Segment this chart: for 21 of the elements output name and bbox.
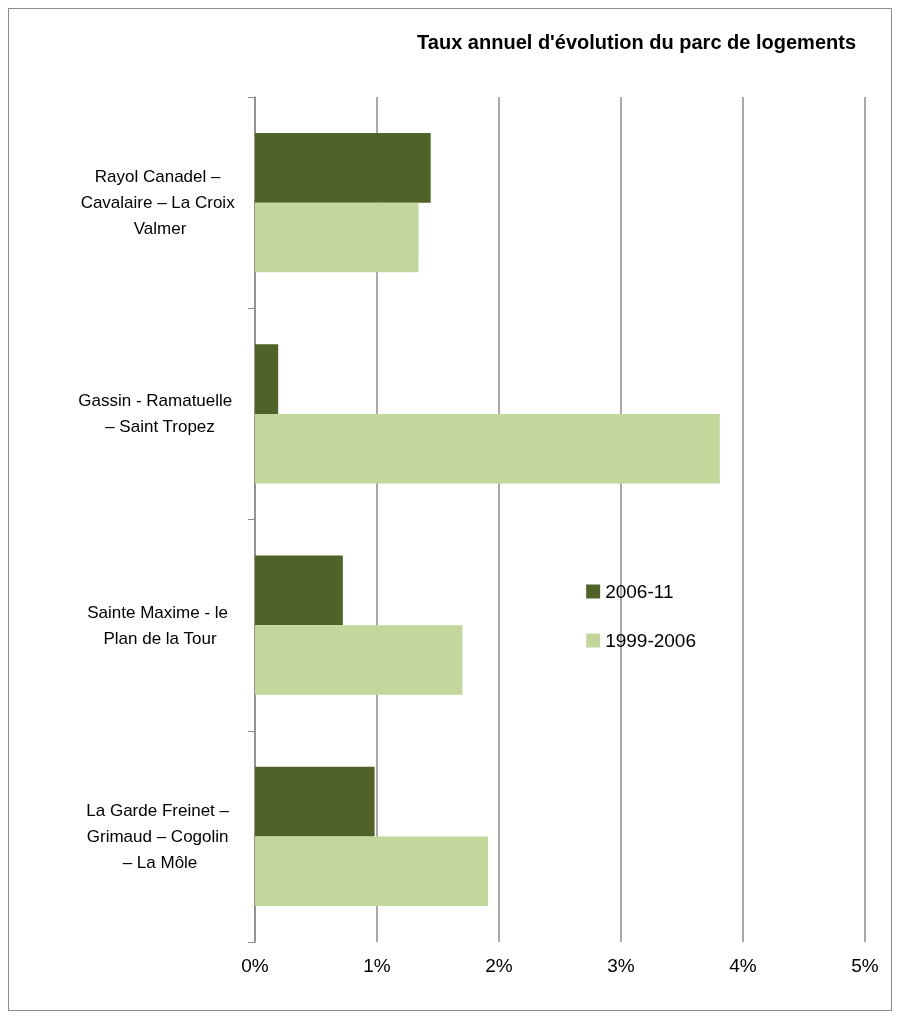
legend-label: 1999-2006 [605,630,697,651]
y-tick-label: Gassin - Ramatuelle – Saint Tropez [78,391,242,437]
x-tick-label: 1% [363,955,391,976]
x-tick-label: 5% [851,955,879,976]
x-tick-label: 4% [729,955,757,976]
bar [255,202,419,273]
bar [255,555,343,626]
bar [255,625,463,695]
x-tick-label: 0% [241,955,269,976]
chart-title: Taux annuel d'évolution du parc de logements [417,31,856,53]
legend-label: 2006-11 [605,581,674,602]
y-tick-label: La Garde Freinet – Grimaud – Cogolin – La Môle [86,800,234,872]
bar [255,413,720,484]
bar [255,132,431,203]
y-tick-label: Rayol Canadel – Cavalaire – La Croix Valmer [80,167,240,239]
bar [255,344,279,414]
bar [255,836,489,907]
x-tick-label: 3% [607,955,635,976]
y-tick-label: Sainte Maxime - le Plan de la Tour [87,602,233,648]
x-tick-label: 2% [485,955,513,976]
bar [255,766,375,837]
